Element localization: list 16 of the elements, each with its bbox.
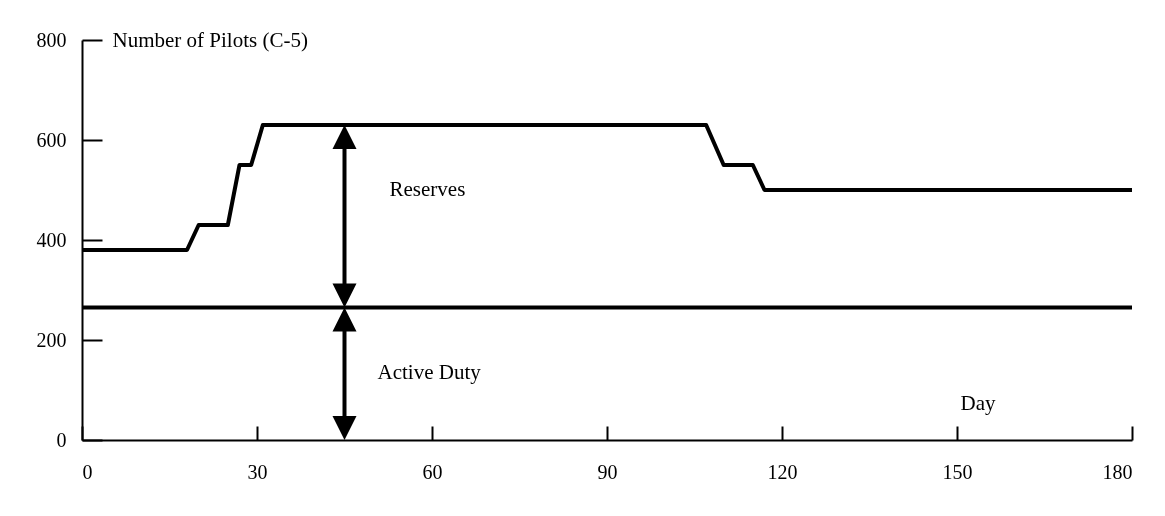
- y-tick-label: 200: [36, 328, 67, 351]
- x-tick-label: 120: [767, 460, 798, 483]
- y-tick-label: 600: [36, 128, 67, 151]
- x-tick-label: 90: [597, 460, 618, 483]
- annotation: Reserves: [389, 177, 466, 202]
- y-tick-label: 800: [36, 28, 67, 51]
- x-tick-label: 30: [247, 460, 268, 483]
- x-tick-label: 150: [942, 460, 973, 483]
- y-tick-label: 400: [36, 228, 67, 251]
- x-tick-label: 0: [82, 460, 93, 483]
- y-tick-label: 0: [56, 428, 67, 451]
- x-tick-label: 180: [1102, 460, 1133, 483]
- annotation: Active Duty: [377, 359, 482, 384]
- x-tick-label: 60: [422, 460, 443, 483]
- x-axis-title: Day: [960, 390, 996, 415]
- y-axis-title: Number of Pilots (C-5): [112, 27, 308, 52]
